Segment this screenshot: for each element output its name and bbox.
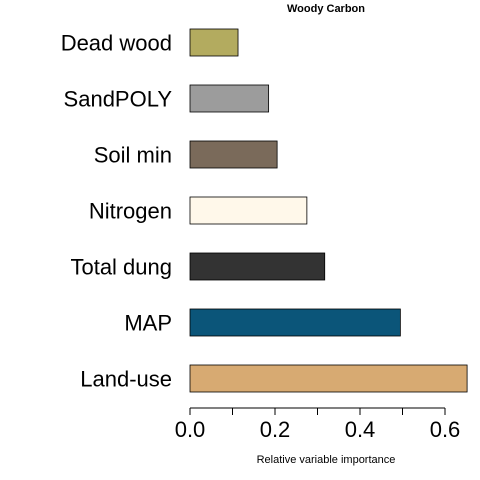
bar-map — [189, 308, 401, 337]
bar-sandpoly — [189, 84, 270, 113]
x-tick-label: 0.0 — [175, 417, 206, 442]
category-label: MAP — [124, 311, 172, 336]
bar-total-dung — [189, 252, 326, 281]
chart-title: Woody Carbon — [287, 3, 365, 15]
category-label: Soil min — [94, 143, 172, 168]
bar-dead-wood — [189, 28, 239, 57]
category-label: Total dung — [70, 255, 172, 280]
bar-land-use — [189, 364, 468, 393]
x-tick-label: 0.4 — [345, 417, 376, 442]
category-label: Nitrogen — [89, 199, 172, 224]
x-tick-label: 0.2 — [260, 417, 291, 442]
category-label: SandPOLY — [64, 87, 173, 112]
x-axis-label: Relative variable importance — [257, 454, 396, 466]
category-label: Dead wood — [61, 31, 172, 56]
bars — [189, 28, 468, 393]
bar-soil-min — [189, 140, 278, 169]
x-tick-label: 0.6 — [430, 417, 461, 442]
category-label: Land-use — [80, 367, 172, 392]
category-labels: Dead wood SandPOLY Soil min Nitrogen Total d… — [61, 31, 173, 392]
x-axis: 0.0 0.2 0.4 0.6 — [175, 407, 461, 442]
bar-nitrogen — [189, 196, 308, 225]
